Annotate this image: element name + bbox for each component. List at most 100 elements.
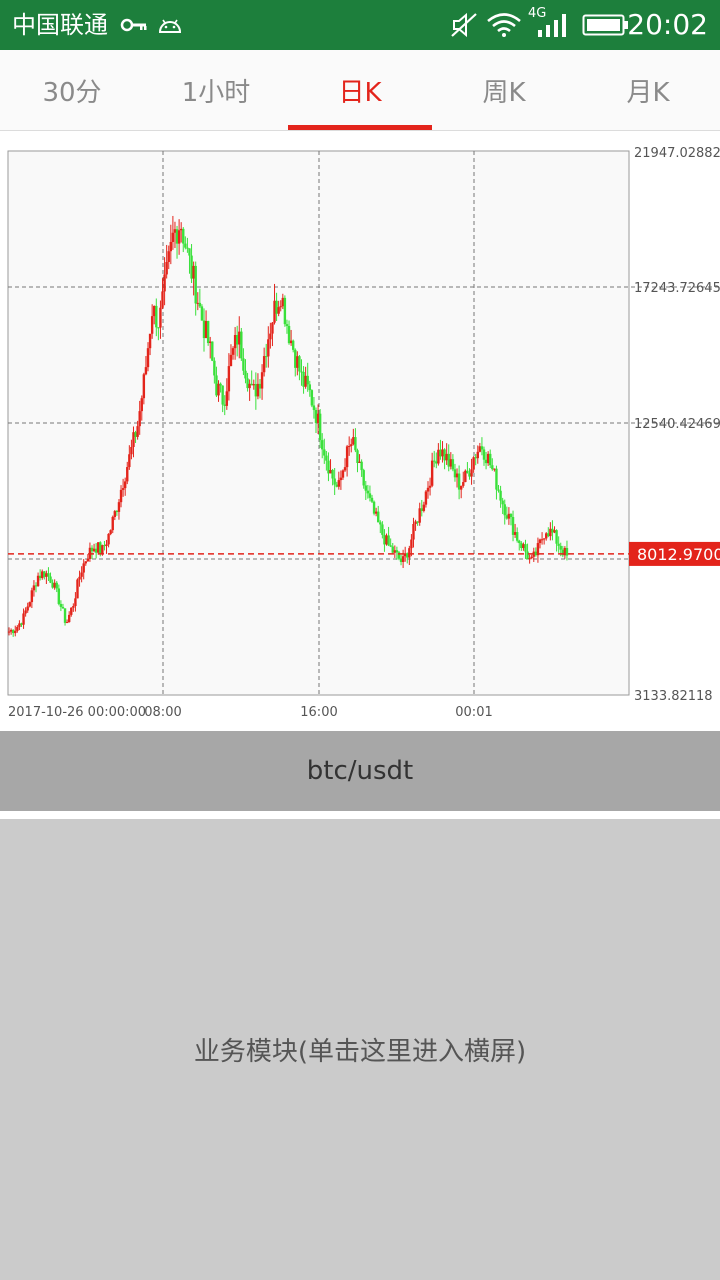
candle-body	[449, 459, 453, 467]
key-icon	[120, 18, 147, 32]
candle-body	[179, 228, 183, 231]
candle-body	[445, 453, 448, 461]
candle-body	[377, 511, 380, 523]
candle-body	[356, 450, 359, 463]
candle-body	[20, 623, 23, 625]
candle-body	[97, 542, 100, 553]
candle-body	[43, 571, 46, 577]
candle-body	[542, 538, 546, 540]
candle-body	[221, 385, 224, 405]
candle-body	[188, 248, 191, 256]
candle-body	[225, 391, 229, 406]
candle-body	[447, 453, 450, 467]
tab-daily[interactable]: 日K	[338, 77, 382, 108]
candle-body	[258, 383, 262, 389]
candle-body	[109, 530, 112, 534]
candle-body	[337, 480, 341, 487]
current-price-badge	[629, 541, 720, 566]
candle-body	[526, 551, 529, 560]
candle-body	[30, 590, 34, 603]
candle-body	[206, 321, 210, 344]
candle-body	[403, 553, 407, 557]
trading-pair-bar[interactable]: btc/usdt	[0, 731, 720, 811]
candle-body	[437, 449, 440, 464]
candle-body	[513, 532, 517, 535]
current-price-label: 8012.9700	[637, 545, 720, 564]
candle-body	[538, 539, 542, 544]
candle-body	[121, 488, 125, 490]
active-tab-indicator	[288, 125, 432, 130]
status-time: 20:02	[627, 8, 708, 41]
candle-body	[204, 321, 208, 339]
candle-body	[433, 460, 436, 462]
y-axis-label: 21947.02882	[634, 146, 720, 161]
candle-body	[28, 602, 31, 607]
candle-body	[399, 558, 403, 563]
candle-body	[213, 360, 216, 376]
candle-body	[408, 548, 411, 558]
candle-body	[262, 356, 266, 373]
kline-chart-svg[interactable]: 8012.9700 21947.02882 17243.72645 12540.…	[0, 131, 720, 731]
candle-body	[267, 339, 270, 357]
candle-body	[422, 504, 426, 511]
candle-body	[132, 432, 135, 448]
candle-body	[453, 469, 457, 478]
tab-monthly[interactable]: 月K	[626, 77, 670, 108]
candle-body	[140, 398, 143, 412]
candle-body	[310, 390, 314, 406]
candle-body	[511, 517, 515, 535]
candle-body	[379, 522, 382, 525]
candle-body	[184, 243, 187, 248]
candle-body	[82, 563, 85, 573]
candle-body	[329, 469, 332, 474]
candle-body	[528, 558, 531, 560]
candle-body	[277, 307, 280, 314]
candle-body	[385, 535, 388, 545]
candle-body	[314, 410, 318, 423]
candle-body	[459, 485, 463, 490]
candle-body	[381, 524, 384, 535]
tab-1hour[interactable]: 1小时	[181, 77, 251, 108]
carrier-name: 中国联通	[12, 11, 108, 39]
candle-body	[306, 375, 309, 385]
candle-body	[260, 372, 264, 389]
candle-body	[428, 485, 432, 488]
candle-body	[287, 325, 291, 344]
candle-body	[248, 383, 251, 389]
period-tabs: 30分 1小时 日K 周K 月K	[0, 50, 720, 131]
candle-body	[74, 598, 77, 607]
candle-body	[190, 255, 193, 279]
candle-body	[107, 533, 110, 545]
candle-body	[269, 333, 272, 340]
candle-body	[474, 457, 477, 459]
candle-body	[345, 446, 349, 468]
candle-body	[339, 477, 343, 481]
candle-body	[298, 356, 301, 372]
candle-body	[414, 521, 417, 525]
candle-body	[26, 606, 29, 611]
candle-body	[302, 371, 305, 387]
kline-chart[interactable]: 8012.9700 21947.02882 17243.72645 12540.…	[0, 131, 720, 731]
tab-weekly[interactable]: 周K	[482, 77, 526, 108]
candle-body	[497, 489, 500, 491]
candle-body	[395, 550, 399, 553]
candle-body	[254, 384, 258, 397]
candle-body	[194, 265, 197, 304]
candle-body	[383, 534, 386, 545]
tab-30min[interactable]: 30分	[42, 77, 102, 108]
candle-body	[493, 468, 496, 470]
candle-body	[283, 297, 287, 325]
business-module[interactable]: 业务模块(单击这里进入横屏)	[0, 819, 720, 1280]
candle-body	[32, 585, 36, 591]
battery-icon	[582, 14, 628, 36]
candle-body	[335, 484, 338, 487]
candle-body	[478, 446, 482, 452]
candle-body	[142, 374, 146, 399]
candle-body	[308, 384, 311, 391]
candle-body	[61, 606, 65, 609]
candle-body	[38, 575, 42, 579]
candle-body	[489, 453, 492, 466]
candle-body	[223, 404, 226, 406]
candle-body	[491, 465, 494, 470]
candle-body	[123, 481, 127, 489]
